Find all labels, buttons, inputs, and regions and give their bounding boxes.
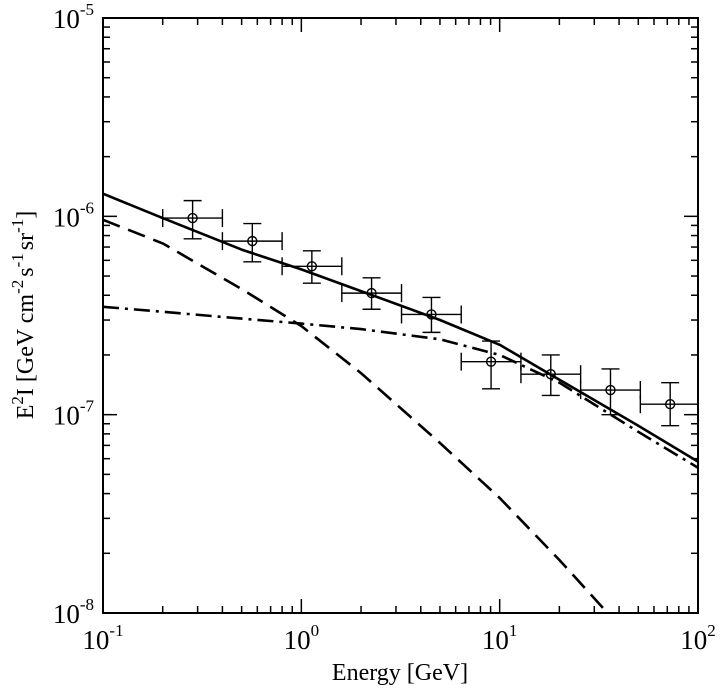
y-tick-labels: 10-810-710-610-5 — [53, 0, 95, 629]
y-title-base-exp: 2 — [8, 396, 27, 405]
y-title-sr: sr — [13, 233, 39, 250]
tick-base: 10 — [82, 625, 109, 655]
data-point — [221, 222, 283, 263]
y-tick-label: 10-6 — [53, 198, 94, 232]
data-point — [520, 354, 582, 397]
tick-base: 10 — [482, 625, 509, 655]
tick-base: 10 — [53, 202, 80, 232]
tick-base: 10 — [53, 4, 80, 34]
tick-exponent: -6 — [80, 198, 94, 217]
y-title-cm-exp: -2 — [8, 280, 27, 294]
point-marker — [426, 309, 437, 320]
tick-exponent: 1 — [509, 621, 517, 640]
tick-base: 10 — [53, 599, 80, 629]
y-tick-label: 10-8 — [53, 595, 94, 629]
y-axis-title: E2I [GeV cm-2s-1sr-1] — [8, 211, 39, 420]
data-point — [162, 199, 224, 240]
x-tick-label: 10-1 — [82, 621, 123, 655]
data-point — [341, 277, 403, 310]
tick-exponent: -8 — [80, 595, 94, 614]
data-point — [460, 340, 522, 390]
point-marker — [545, 368, 556, 380]
point-marker — [605, 384, 616, 396]
data-point — [400, 296, 462, 334]
data-point — [281, 250, 343, 284]
y-title-close: ] — [13, 211, 39, 219]
point-marker — [485, 356, 497, 367]
tick-exponent: 2 — [707, 621, 716, 640]
y-tick-label: 10-5 — [53, 0, 94, 34]
series-component-dashed — [102, 218, 609, 614]
tick-exponent: -1 — [109, 621, 123, 640]
x-tick-label: 102 — [680, 621, 716, 655]
x-tick-labels: 10-1 100 101 102 — [82, 621, 715, 655]
tick-base: 10 — [53, 401, 80, 431]
series-component-dashdot — [102, 305, 699, 469]
data-point — [639, 381, 699, 427]
point-marker — [664, 398, 676, 410]
point-marker — [306, 261, 318, 272]
y-title-base: E — [13, 405, 39, 420]
tick-base: 10 — [680, 625, 707, 655]
model-curves — [102, 192, 699, 614]
y-title-s-exp: -1 — [8, 253, 27, 267]
series-total — [102, 192, 699, 463]
data-points — [162, 199, 699, 427]
y-title-sr-exp: -1 — [8, 219, 27, 233]
point-marker — [366, 287, 377, 299]
x-axis-title: Energy [GeV] — [332, 660, 468, 686]
x-tick-label: 100 — [284, 621, 320, 655]
y-title-main: I [GeV cm — [13, 294, 39, 397]
y-tick-label: 10-7 — [53, 397, 95, 431]
point-marker — [247, 235, 258, 247]
data-point — [579, 368, 642, 416]
tick-exponent: -7 — [80, 397, 95, 416]
point-marker — [187, 212, 198, 224]
tick-base: 10 — [284, 625, 311, 655]
y-title-s: s — [13, 267, 39, 276]
tick-exponent: 0 — [311, 621, 320, 640]
tick-exponent: -5 — [80, 0, 94, 19]
x-tick-label: 101 — [482, 621, 517, 655]
plot-frame — [102, 17, 699, 614]
axis-ticks — [102, 17, 699, 614]
